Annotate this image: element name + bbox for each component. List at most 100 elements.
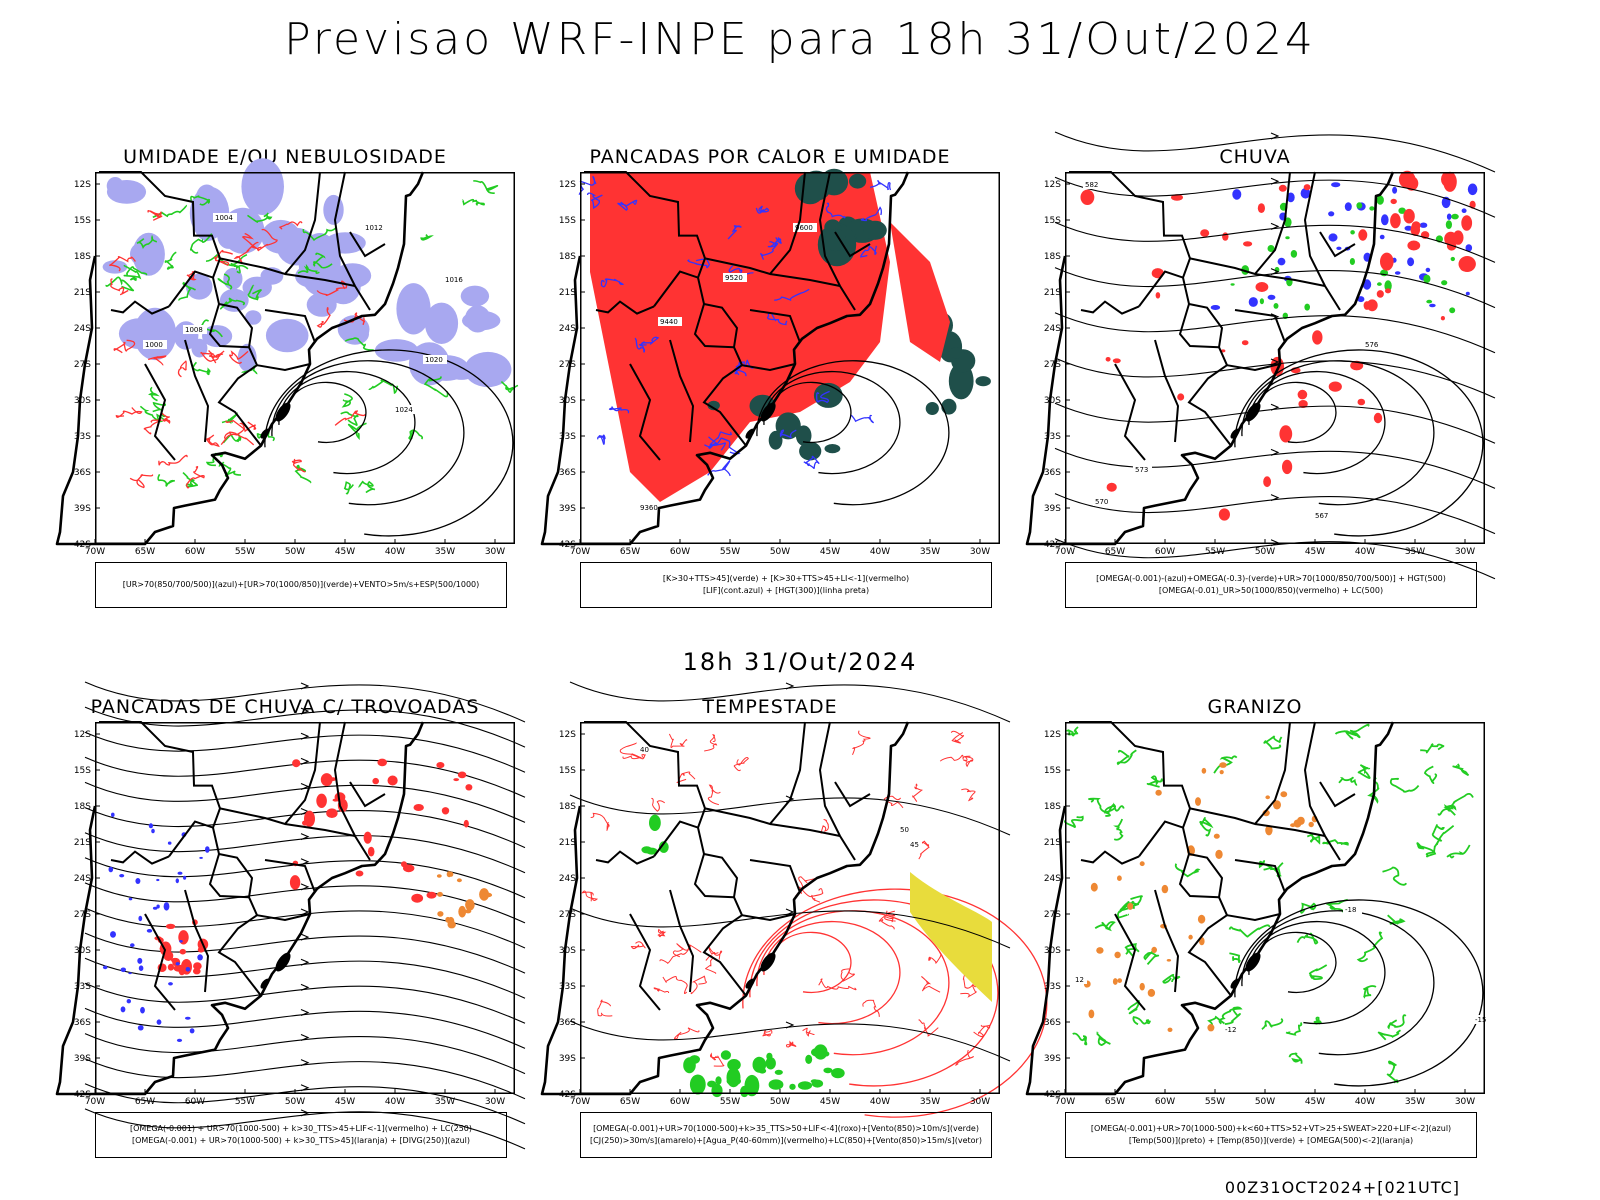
contour-label-bg xyxy=(1473,1015,1492,1024)
political-border xyxy=(669,339,695,443)
humidity-850-500-area xyxy=(265,318,309,353)
contour-label-bg xyxy=(658,317,682,326)
lat-tick-label: 33S xyxy=(74,432,91,442)
temp-850-contour xyxy=(1228,924,1271,938)
thunderstorm-red-area xyxy=(329,777,337,781)
divergence-blue-area xyxy=(138,915,143,922)
political-border xyxy=(669,889,695,993)
lat-tick-label: 24S xyxy=(1044,874,1061,884)
lagoa-dos-patos xyxy=(1245,402,1261,422)
thickness-contour xyxy=(186,270,197,281)
flow-arrow xyxy=(1270,358,1280,366)
lagoa-dos-patos xyxy=(760,402,776,422)
contour-label: 573 xyxy=(1135,466,1148,474)
omega-green-area xyxy=(1290,250,1298,258)
divergence-blue-area xyxy=(189,1028,195,1034)
contour-label: 576 xyxy=(1365,341,1379,349)
flow-arrow xyxy=(785,908,795,916)
thickness-contour xyxy=(143,419,162,435)
omega-red-area xyxy=(1200,229,1210,237)
political-border xyxy=(653,820,735,899)
lat-tick-label: 21S xyxy=(559,838,576,848)
omega-500-area xyxy=(1166,959,1172,962)
humidity-1000-850-contour xyxy=(148,386,160,402)
contour-label: 1004 xyxy=(215,214,233,222)
political-border xyxy=(769,273,841,287)
thickness-contour xyxy=(214,249,233,266)
humidity-850-500-area xyxy=(189,186,230,240)
lat-tick-label: 33S xyxy=(1044,432,1061,442)
omega-blue-area xyxy=(1465,244,1473,252)
panel-legend: [OMEGA(-0.001)+UR>70(1000-500)+k<60+TTS>… xyxy=(1065,1112,1477,1158)
omega-blue-area xyxy=(1394,271,1401,275)
omega-500-area xyxy=(1161,884,1169,894)
political-border xyxy=(256,913,311,922)
omega-blue-area xyxy=(1328,233,1338,242)
omega-500-area xyxy=(1127,902,1134,910)
streamline-250 xyxy=(84,832,526,874)
streamline-500 xyxy=(1054,493,1496,535)
lat-tick-label: 12S xyxy=(74,730,91,740)
lon-tick-label: 65W xyxy=(620,547,640,557)
divergence-blue-area xyxy=(137,957,143,964)
convection-area xyxy=(941,398,957,415)
contour-label-bg xyxy=(213,213,237,222)
lon-tick-label: 40W xyxy=(1355,547,1375,557)
lat-tick-label: 24S xyxy=(559,324,576,334)
lifted-index-contour xyxy=(779,429,797,439)
streamline-850 xyxy=(756,910,950,1056)
omega-500-area xyxy=(1201,767,1207,774)
temp-850-contour xyxy=(1334,730,1357,740)
humidity-850-500-area xyxy=(424,302,459,344)
thunderstorm-orange-area xyxy=(465,899,475,911)
thickness-contour xyxy=(256,228,278,252)
temp-850-contour xyxy=(1199,817,1214,837)
omega-500-area xyxy=(1139,982,1145,991)
legend-line: [OMEGA(-0.001)-(azul)+OMEGA(-0.3)-(verde… xyxy=(1096,574,1446,583)
streamline-250 xyxy=(84,807,526,849)
wind-850-area xyxy=(711,1083,723,1098)
omega-blue-area xyxy=(1465,291,1470,296)
lon-tick-label: 50W xyxy=(770,547,790,557)
panel-trovoadas: PANCADAS DE CHUVA C/ TROVOADAS 12S 15S 18S… xyxy=(45,681,526,1176)
lon-tick-label: 70W xyxy=(570,547,590,557)
lat-tick-label: 15S xyxy=(1044,216,1061,226)
wind-vector xyxy=(569,907,1011,949)
valid-time-title: 18h 31/Out/2024 xyxy=(682,648,918,676)
omega-red-area xyxy=(1105,357,1111,362)
lon-tick-label: 45W xyxy=(820,1097,840,1107)
lagoa-mirim xyxy=(260,428,270,439)
lon-tick-label: 55W xyxy=(235,1097,255,1107)
omega-500-area xyxy=(1151,946,1157,953)
lagoa-dos-patos xyxy=(275,952,291,972)
humidity-1000-850-contour xyxy=(182,472,198,488)
flow-arrow xyxy=(1270,132,1280,140)
divergence-blue-area xyxy=(185,1016,191,1020)
thickness-contour xyxy=(223,431,255,446)
lon-tick-label: 40W xyxy=(385,1097,405,1107)
flow-arrow xyxy=(300,908,310,916)
political-border xyxy=(144,913,176,1011)
omega-green-area xyxy=(1398,207,1406,214)
lat-tick-label: 42S xyxy=(559,1090,576,1100)
divergence-blue-area xyxy=(177,871,183,875)
divergence-blue-area xyxy=(135,878,141,884)
omega-green-area xyxy=(1259,298,1264,305)
omega-blue-area xyxy=(1331,182,1341,188)
map-svg: 1004 1012 1016 1020 1024 1008 1000 12S 15S 18S 21S… xyxy=(55,158,519,557)
wind-vector xyxy=(569,794,1011,836)
thickness-contour xyxy=(113,339,136,354)
lon-tick-label: 30W xyxy=(970,1097,990,1107)
panel-chuva: CHUVA 576 573 570 567 582 12S 15S 18S 21S 24S 27S 3… xyxy=(1015,131,1496,626)
temp-850-contour xyxy=(1387,1014,1407,1030)
wind-850-area xyxy=(810,1079,819,1084)
convection-area xyxy=(975,376,991,387)
temp-850-contour xyxy=(1104,802,1125,814)
divergence-blue-area xyxy=(146,929,153,933)
omega-red-area xyxy=(1446,241,1457,251)
political-border xyxy=(1234,859,1286,893)
political-border xyxy=(1254,273,1326,287)
lat-tick-label: 24S xyxy=(1044,324,1061,334)
divergence-blue-area xyxy=(120,1006,126,1013)
omega-500-area xyxy=(1265,825,1273,836)
